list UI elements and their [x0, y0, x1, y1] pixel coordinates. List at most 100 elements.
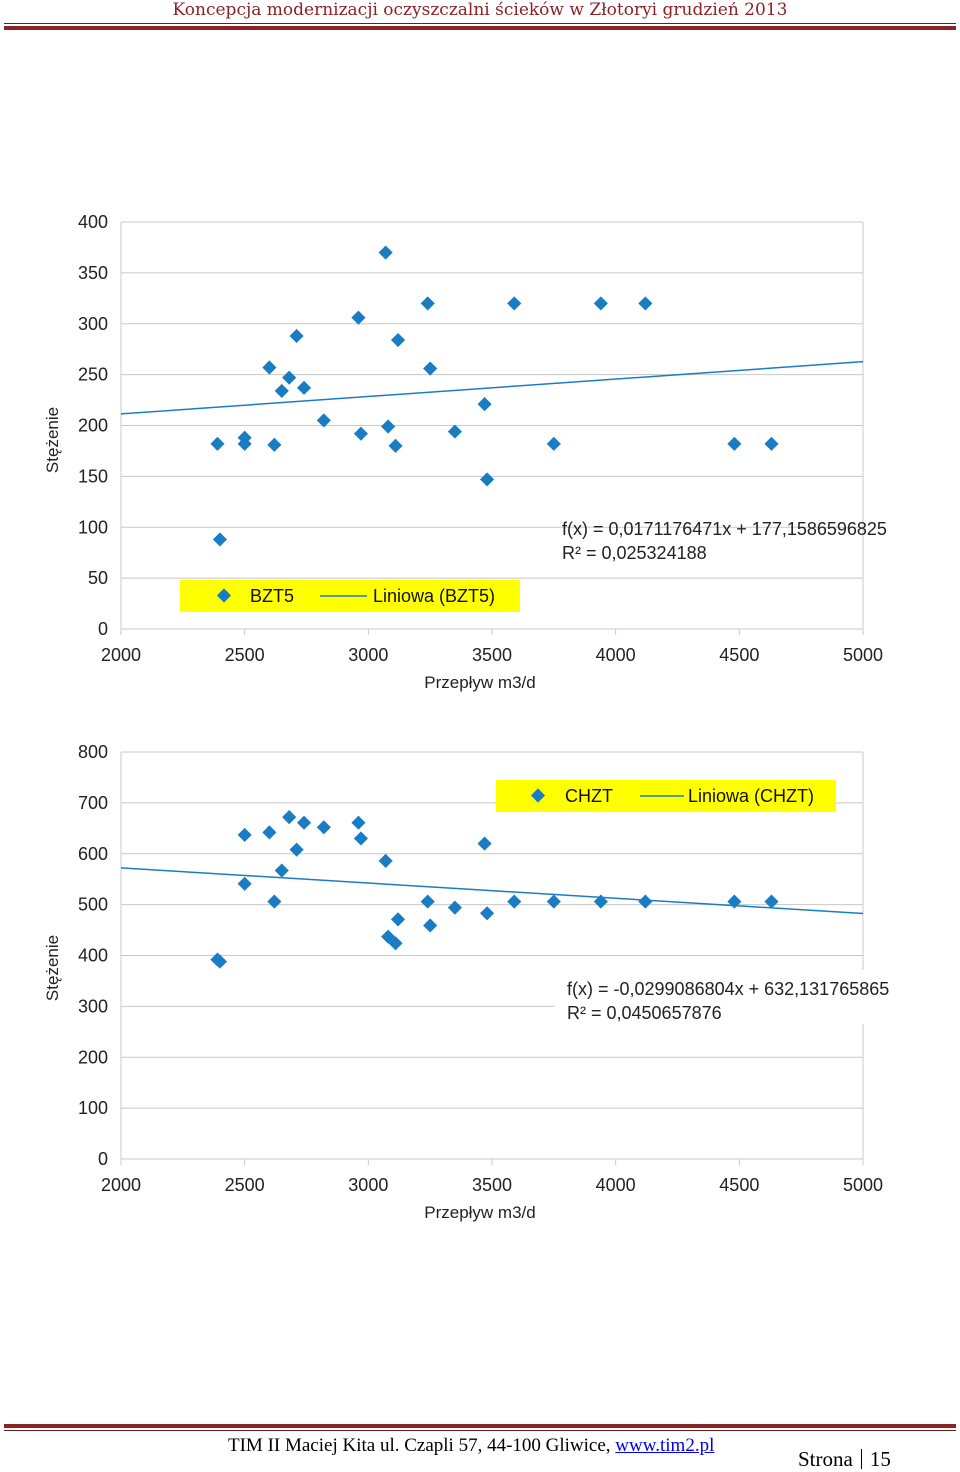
data-point [296, 815, 312, 830]
trendline [120, 867, 864, 915]
data-point [262, 825, 277, 840]
x-tick-label: 5000 [843, 645, 883, 665]
data-point [316, 820, 331, 835]
data-point [262, 360, 277, 375]
legend-bzt5: BZT5 Liniowa (BZT5) [180, 580, 520, 612]
data-point [282, 810, 297, 825]
data-point [546, 436, 561, 451]
data-point [638, 296, 653, 311]
x-tick-label: 3500 [472, 1175, 512, 1195]
regression-equation: f(x) = 0,0171176471x + 177,1586596825 [562, 519, 887, 539]
y-tick-label: 150 [78, 466, 108, 486]
footer-website-link[interactable]: www.tim2.pl [615, 1435, 715, 1456]
legend-chzt: CHZT Liniowa (CHZT) [496, 780, 836, 812]
data-point [274, 383, 289, 398]
x-tick-label: 5000 [843, 1175, 883, 1195]
data-point [546, 894, 561, 909]
data-point [316, 413, 331, 428]
footer-address-text: TIM II Maciej Kita ul. Czapli 57, 44-100… [228, 1435, 616, 1456]
data-point [390, 912, 406, 927]
x-tick-label: 4000 [596, 1175, 636, 1195]
y-tick-label: 300 [78, 996, 108, 1016]
x-tick-label: 2500 [225, 1175, 265, 1195]
data-point [267, 894, 282, 909]
data-point [237, 827, 252, 842]
footer-address: TIM II Maciej Kita ul. Czapli 57, 44-100… [228, 1435, 714, 1457]
x-tick-label: 3000 [348, 645, 388, 665]
footer-rule-thin [4, 1430, 956, 1431]
legend-marker-icon [530, 788, 546, 803]
page-label: Strona [798, 1447, 853, 1471]
x-tick-label: 2000 [101, 645, 141, 665]
data-point [388, 438, 403, 453]
footer-rule-thick [4, 1424, 956, 1428]
data-point [388, 936, 403, 951]
data-point [423, 918, 438, 933]
y-tick-label: 200 [78, 416, 108, 436]
data-point [420, 296, 435, 311]
data-point [212, 954, 228, 969]
y-tick-label: 50 [88, 568, 108, 588]
legend-trend-label: Liniowa (BZT5) [373, 586, 495, 606]
data-point [351, 310, 366, 325]
data-point [237, 436, 252, 451]
y-tick-label: 400 [78, 946, 108, 966]
legend-series-label: BZT5 [250, 586, 294, 606]
y-tick-label: 800 [78, 742, 108, 762]
y-tick-label: 350 [78, 263, 108, 283]
r-squared-value: R² = 0,025324188 [562, 543, 707, 563]
data-point [727, 894, 742, 909]
data-point [267, 437, 282, 452]
data-point [638, 894, 653, 909]
y-tick-label: 250 [78, 365, 108, 385]
data-point [507, 894, 522, 909]
data-point [282, 370, 297, 385]
data-point [764, 894, 779, 909]
data-point [447, 900, 462, 915]
data-point [477, 397, 492, 412]
data-point [296, 380, 312, 395]
data-point [593, 894, 608, 909]
x-tick-label: 4500 [719, 645, 759, 665]
x-tick-label: 4500 [719, 1175, 759, 1195]
data-point [378, 245, 393, 260]
legend-trend-label: Liniowa (CHZT) [688, 786, 814, 806]
y-tick-label: 100 [78, 1098, 108, 1118]
data-point [479, 472, 495, 487]
data-point [381, 419, 396, 434]
x-axis-title: Przepływ m3/d [424, 1203, 535, 1222]
data-point [420, 894, 435, 909]
x-tick-label: 2500 [225, 645, 265, 665]
y-axis-title: Stężenie [43, 935, 62, 1001]
data-point [477, 836, 492, 851]
y-tick-label: 500 [78, 895, 108, 915]
x-tick-label: 3000 [348, 1175, 388, 1195]
y-tick-label: 100 [78, 517, 108, 537]
legend-series-label: CHZT [565, 786, 613, 806]
data-point [479, 906, 495, 921]
data-point [593, 296, 608, 311]
data-point [212, 532, 228, 547]
legend-marker-icon [216, 588, 232, 603]
data-point [764, 436, 779, 451]
data-point [353, 831, 368, 846]
y-tick-label: 0 [98, 619, 108, 639]
page-number-value: 15 [869, 1447, 891, 1471]
x-tick-label: 4000 [596, 645, 636, 665]
data-point [447, 424, 462, 439]
data-point [727, 436, 742, 451]
regression-equation: f(x) = -0,0299086804x + 632,131765865 [567, 979, 889, 999]
y-tick-label: 200 [78, 1047, 108, 1067]
trendline [120, 360, 864, 415]
data-point [289, 328, 304, 344]
x-tick-label: 2000 [101, 1175, 141, 1195]
data-point [351, 815, 366, 830]
data-point [289, 842, 304, 857]
page-number: Strona 15 [798, 1447, 891, 1472]
document-header-title: Koncepcja modernizacji oczyszczalni ście… [172, 0, 788, 20]
r-squared-value: R² = 0,0450657876 [567, 1003, 722, 1023]
y-tick-label: 300 [78, 314, 108, 334]
header-rule-thin [4, 23, 956, 24]
header-rule-thick [4, 26, 956, 30]
data-point [274, 863, 289, 878]
